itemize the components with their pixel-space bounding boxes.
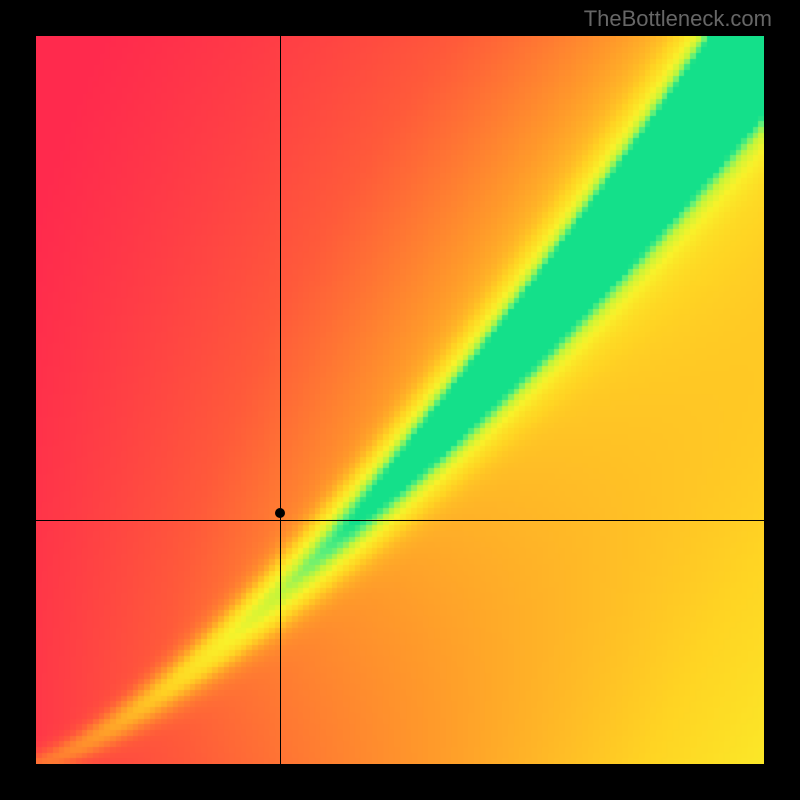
heatmap-canvas — [36, 36, 764, 764]
watermark: TheBottleneck.com — [584, 6, 772, 32]
marker-point — [275, 508, 285, 518]
bottleneck-heatmap — [36, 36, 764, 764]
crosshair-vertical — [280, 36, 281, 764]
crosshair-horizontal — [36, 520, 764, 521]
